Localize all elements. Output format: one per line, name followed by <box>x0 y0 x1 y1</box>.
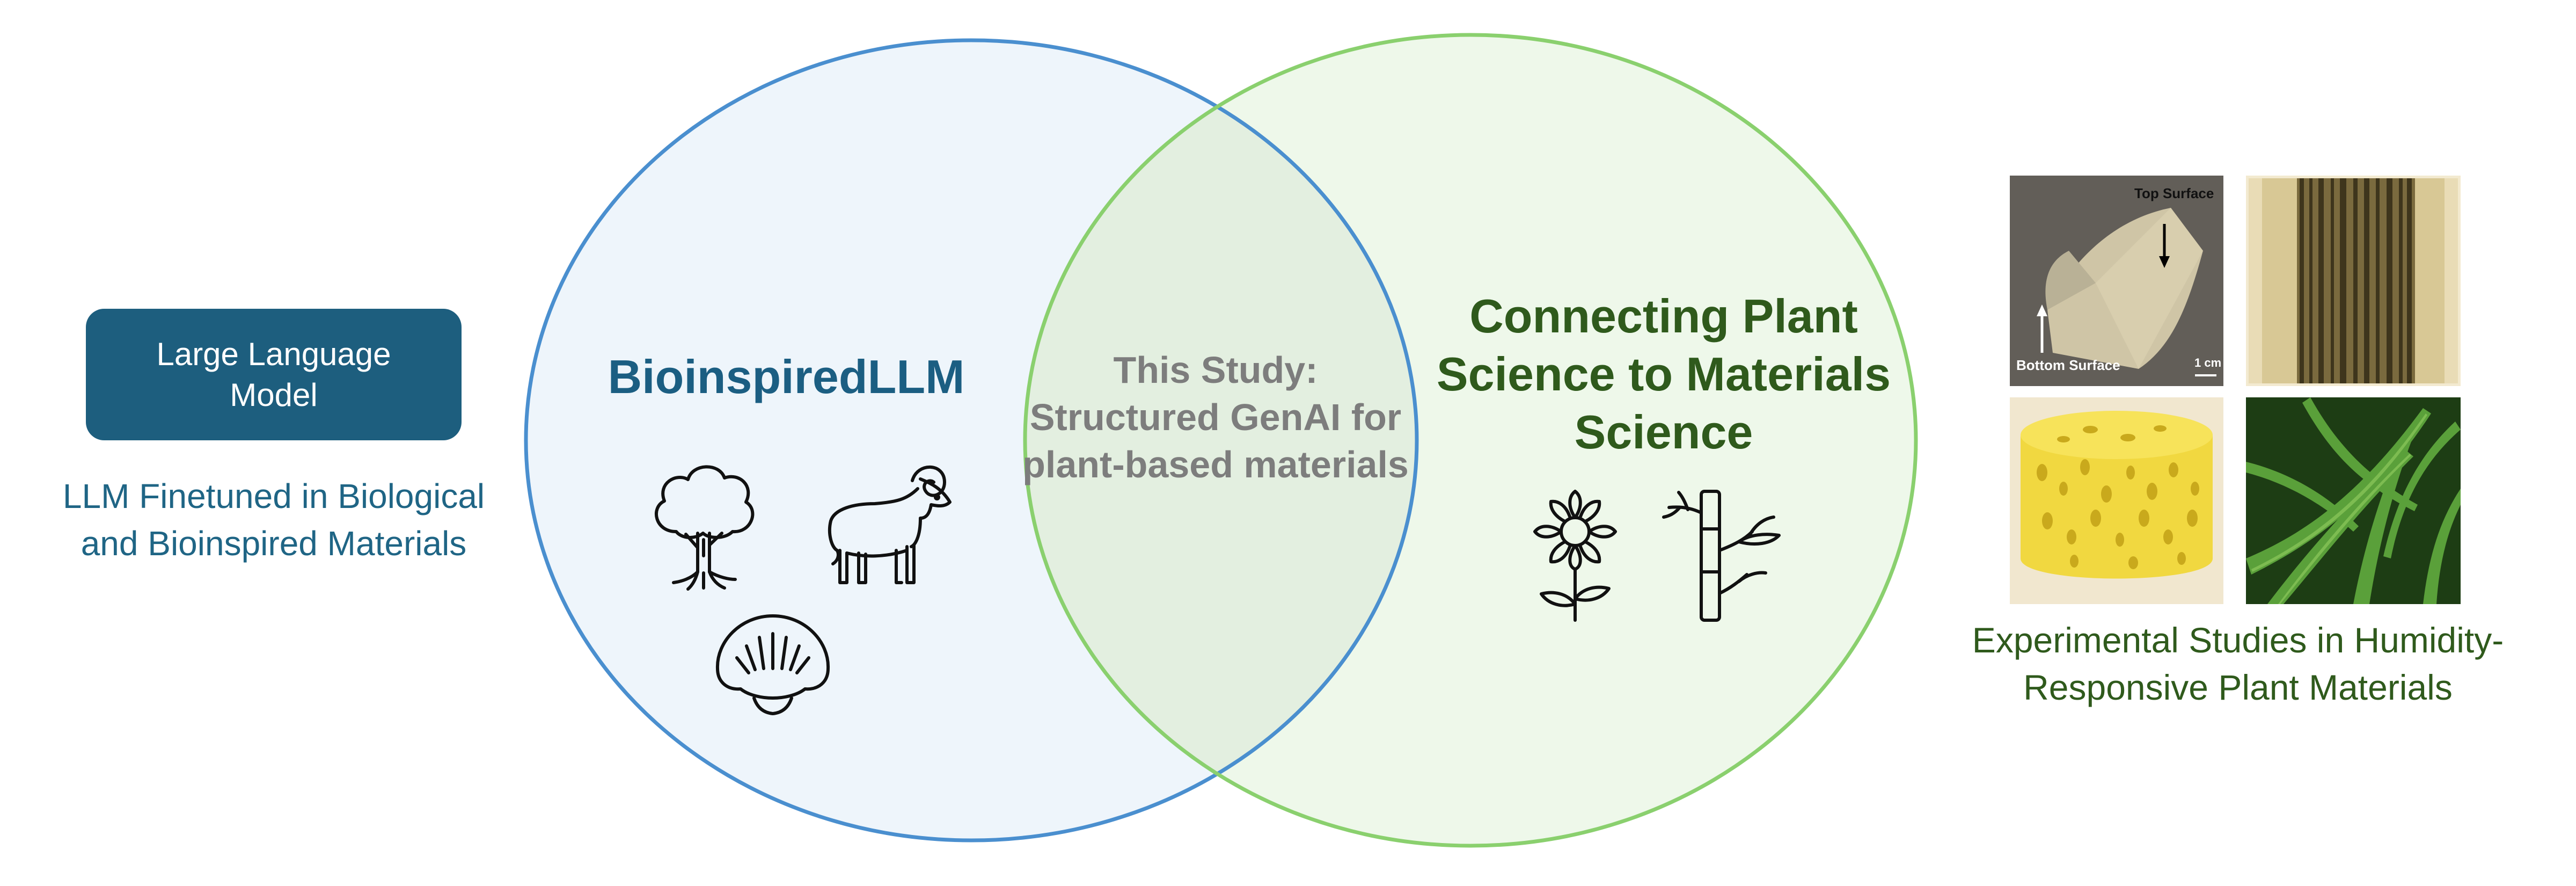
photo-plant-leaves <box>2246 397 2461 604</box>
plant-circle-title: Connecting Plant Science to Materials Sc… <box>1436 289 1891 459</box>
llm-caption: LLM Finetuned in Biological and Bioinspi… <box>62 477 485 563</box>
flower-icon <box>1533 490 1617 622</box>
film-scale-label: 1 cm <box>2194 356 2222 369</box>
film-bottom-label: Bottom Surface <box>2016 357 2120 373</box>
tree-icon <box>655 465 755 591</box>
bio-circle-title: BioinspiredLLM <box>608 350 965 403</box>
photo-film-sample: Top Surface Bottom Surface 1 cm <box>2010 176 2223 386</box>
seashell-icon <box>715 614 830 715</box>
study-text: This Study: Structured GenAI for plant-b… <box>1022 349 1409 485</box>
photo-fiber-sample <box>2246 176 2461 386</box>
experimental-caption: Experimental Studies in Humidity-Respons… <box>1972 620 2504 707</box>
film-top-label: Top Surface <box>2134 185 2214 201</box>
plant-circle-outline <box>1023 33 1918 848</box>
photo-porous-cylinder <box>2010 397 2223 604</box>
overlap-region <box>1025 40 1417 840</box>
bio-circle-outline <box>524 38 1419 843</box>
llm-box-label: Large Language Model <box>156 336 391 413</box>
ram-icon <box>828 465 952 584</box>
bamboo-icon <box>1662 490 1781 622</box>
llm-box: Large Language Model <box>86 309 462 440</box>
